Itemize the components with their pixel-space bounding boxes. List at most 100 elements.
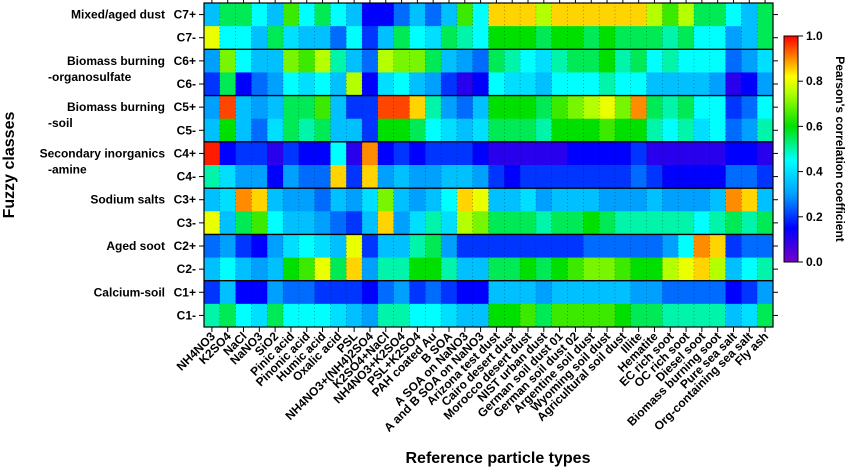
- heatmap-cell: [298, 257, 316, 282]
- heatmap-cell: [583, 257, 600, 282]
- heatmap-cell: [599, 234, 616, 258]
- heatmap-cell: [267, 211, 284, 235]
- heatmap-cell: [219, 141, 237, 166]
- heatmap-cell: [346, 257, 363, 282]
- heatmap-cell: [583, 188, 600, 212]
- heatmap-cell: [504, 49, 521, 73]
- heatmap-cell: [283, 95, 300, 120]
- heatmap-cell: [662, 26, 679, 50]
- heatmap-cell: [630, 26, 647, 50]
- heatmap-cell: [535, 303, 553, 328]
- heatmap-cell: [741, 72, 758, 96]
- heatmap-cells: [204, 3, 774, 328]
- heatmap-cell: [267, 49, 284, 73]
- plot-frame: [203, 2, 774, 328]
- heatmap-cell: [425, 165, 442, 189]
- heatmap-cell: [298, 26, 316, 50]
- heatmap-cell: [377, 188, 395, 212]
- heatmap-cell: [709, 72, 726, 96]
- heatmap-cell: [662, 118, 679, 143]
- heatmap-cell: [741, 49, 758, 73]
- heatmap-cell: [551, 303, 568, 328]
- heatmap-cell: [362, 26, 379, 50]
- heatmap-cell: [393, 211, 410, 235]
- heatmap-cell: [251, 3, 268, 27]
- heatmap-cell: [757, 3, 774, 27]
- heatmap-cell: [393, 188, 410, 212]
- heatmap-cell: [662, 234, 679, 258]
- heatmap-cell: [377, 211, 395, 235]
- heatmap-cell: [678, 165, 695, 189]
- heatmap-cell: [362, 165, 379, 189]
- heatmap-cell: [204, 165, 221, 189]
- heatmap-cell: [741, 118, 758, 143]
- colorbar-title: Pearson's correlation coefficient: [833, 56, 847, 242]
- heatmap-cell: [630, 72, 647, 96]
- heatmap-cell: [520, 95, 537, 120]
- group-label: -organosulfate: [48, 70, 132, 84]
- heatmap-cell: [235, 188, 252, 212]
- heatmap-cell: [283, 280, 300, 305]
- heatmap-cell: [235, 118, 252, 143]
- heatmap-cell: [678, 211, 695, 235]
- heatmap-cell: [583, 3, 600, 27]
- heatmap-cell: [298, 95, 316, 120]
- heatmap-cell: [235, 72, 252, 96]
- heatmap-cell: [456, 280, 474, 305]
- heatmap-cell: [204, 303, 221, 328]
- heatmap-cell: [646, 141, 663, 166]
- heatmap-cell: [551, 26, 568, 50]
- heatmap-cell: [409, 257, 426, 282]
- heatmap-cell: [425, 118, 442, 143]
- heatmap-cell: [630, 234, 647, 258]
- heatmap-cell: [520, 280, 537, 305]
- heatmap-cell: [757, 72, 774, 96]
- heatmap-cell: [614, 118, 632, 143]
- heatmap-cell: [219, 118, 237, 143]
- heatmap-cell: [488, 188, 505, 212]
- heatmap-cell: [583, 303, 600, 328]
- heatmap-cell: [646, 257, 663, 282]
- heatmap-cell: [630, 165, 647, 189]
- y-tick-labels: C7+ C7- C6+ C6- C5+ C5- C4+ C4- C3+ C3- C2+ C2- C1+ C…: [174, 8, 196, 323]
- heatmap-cell: [599, 49, 616, 73]
- heatmap-cell: [662, 188, 679, 212]
- heatmap-cell: [646, 234, 663, 258]
- heatmap-cell: [251, 72, 268, 96]
- heatmap-cell: [441, 280, 458, 305]
- group-label: -amine: [48, 162, 87, 176]
- heatmap-cell: [551, 3, 568, 27]
- heatmap-cell: [709, 95, 726, 120]
- heatmap-cell: [219, 72, 237, 96]
- heatmap-cell: [757, 303, 774, 328]
- heatmap-cell: [551, 280, 568, 305]
- heatmap-cell: [393, 141, 410, 166]
- heatmap-cell: [630, 118, 647, 143]
- heatmap-cell: [235, 165, 252, 189]
- heatmap-cell: [393, 303, 410, 328]
- heatmap-cell: [377, 95, 395, 120]
- heatmap-cell: [330, 303, 347, 328]
- heatmap-cell: [219, 303, 237, 328]
- heatmap-cell: [630, 211, 647, 235]
- heatmap-cell: [599, 280, 616, 305]
- heatmap-cell: [551, 141, 568, 166]
- heatmap-cell: [472, 3, 489, 27]
- heatmap-cell: [757, 211, 774, 235]
- heatmap-cell: [614, 26, 632, 50]
- heatmap-cell: [283, 303, 300, 328]
- heatmap-cell: [551, 188, 568, 212]
- heatmap-cell: [346, 211, 363, 235]
- heatmap-cell: [583, 118, 600, 143]
- heatmap-cell: [662, 303, 679, 328]
- heatmap-cell: [425, 280, 442, 305]
- heatmap-cell: [630, 3, 647, 27]
- heatmap-cell: [504, 141, 521, 166]
- heatmap-cell: [425, 26, 442, 50]
- heatmap-cell: [678, 72, 695, 96]
- heatmap-cell: [567, 303, 584, 328]
- heatmap-cell: [425, 234, 442, 258]
- heatmap-cell: [709, 211, 726, 235]
- heatmap-cell: [662, 95, 679, 120]
- heatmap-cell: [678, 95, 695, 120]
